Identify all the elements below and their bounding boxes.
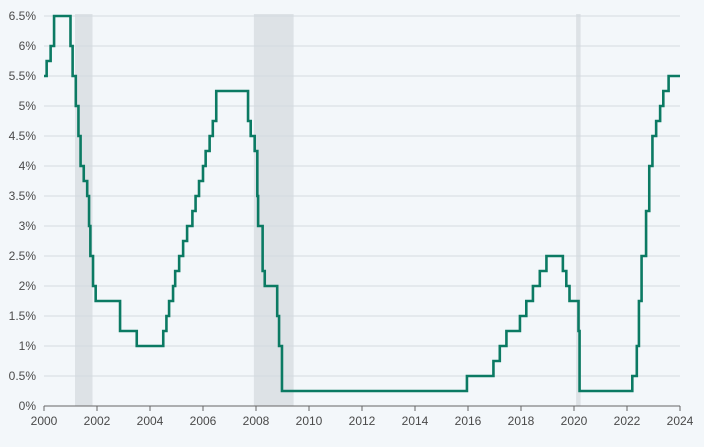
recession-shading-layer — [75, 14, 581, 406]
y-tick-label: 0% — [19, 399, 37, 413]
y-tick-label: 6.5% — [9, 9, 37, 23]
x-tick-label: 2010 — [296, 414, 323, 428]
recession-band-1 — [253, 14, 294, 406]
y-tick-label: 2.5% — [9, 249, 37, 263]
axes-layer: 0% 0.5% 1% 1.5% 2% 2.5% 3% 3.5% 4% 4.5% 5% 5.5% 6% 6.… — [9, 9, 694, 428]
x-tick-label: 2016 — [455, 414, 482, 428]
y-tick-label: 5% — [19, 99, 37, 113]
x-tick-label: 2022 — [614, 414, 641, 428]
y-tick-label: 3.5% — [9, 189, 37, 203]
y-tick-label: 0.5% — [9, 369, 37, 383]
y-tick-label: 1.5% — [9, 309, 37, 323]
series-layer — [44, 14, 680, 393]
y-tick-label: 2% — [19, 279, 37, 293]
x-tick-label: 2004 — [137, 414, 164, 428]
y-tick-label: 6% — [19, 39, 37, 53]
x-tick-label: 2014 — [402, 414, 429, 428]
y-tick-label: 5.5% — [9, 69, 37, 83]
x-tick-label: 2000 — [31, 414, 58, 428]
x-tick-label: 2018 — [508, 414, 535, 428]
x-tick-label: 2024 — [667, 414, 694, 428]
y-tick-label: 1% — [19, 339, 37, 353]
x-tick-label: 2012 — [349, 414, 376, 428]
x-tick-label: 2020 — [561, 414, 588, 428]
x-tick-label: 2002 — [84, 414, 111, 428]
y-tick-label: 4% — [19, 159, 37, 173]
series-line-0 — [44, 14, 680, 393]
y-tick-label: 3% — [19, 219, 37, 233]
x-tick-label: 2006 — [190, 414, 217, 428]
y-tick-label: 4.5% — [9, 129, 37, 143]
grid-layer — [44, 15, 680, 407]
x-tick-label: 2008 — [243, 414, 270, 428]
recession-band-2 — [576, 14, 581, 406]
